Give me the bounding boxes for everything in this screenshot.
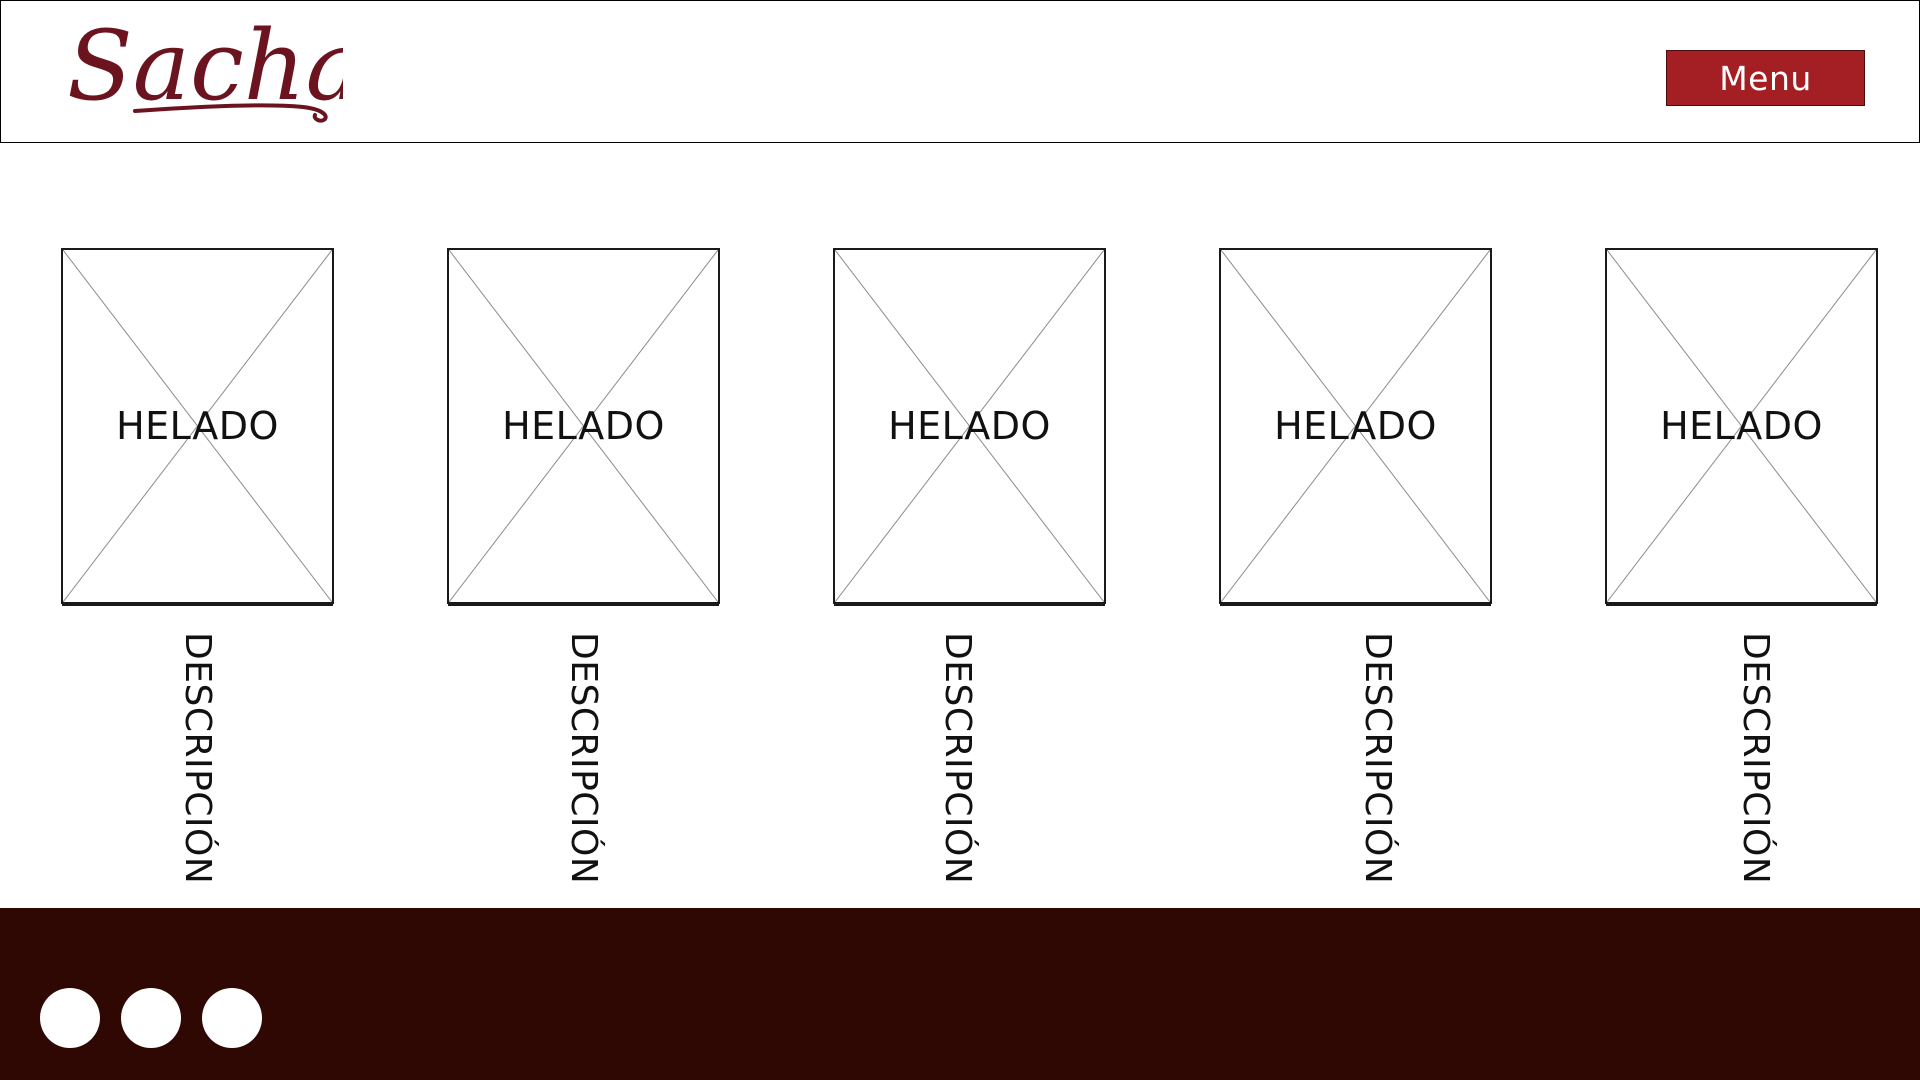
logo-text: Sacha [67,11,343,122]
product-card[interactable]: HELADO DESCRIPCIÓN [447,248,720,888]
image-placeholder-icon [1221,250,1490,602]
product-card[interactable]: HELADO DESCRIPCIÓN [61,248,334,888]
social-icon-1[interactable] [40,988,100,1048]
sacha-logo-wordmark: Sacha [67,11,343,123]
product-card[interactable]: HELADO DESCRIPCIÓN [833,248,1106,888]
product-image-placeholder: HELADO [1605,248,1878,604]
product-card[interactable]: HELADO DESCRIPCIÓN [1219,248,1492,888]
product-image-placeholder: HELADO [833,248,1106,604]
product-image-placeholder: HELADO [447,248,720,604]
product-description: DESCRIPCIÓN [937,632,978,885]
menu-button[interactable]: Menu [1666,50,1865,106]
image-placeholder-icon [63,250,332,602]
image-placeholder-icon [449,250,718,602]
sacha-logo[interactable]: Sacha [63,11,343,126]
product-image-label: HELADO [502,404,665,448]
product-image-placeholder: HELADO [61,248,334,604]
product-image-label: HELADO [116,404,279,448]
logo-swash [133,103,328,123]
product-description: DESCRIPCIÓN [1357,632,1398,885]
product-description: DESCRIPCIÓN [563,632,604,885]
header: Sacha Menu [0,0,1920,143]
image-placeholder-icon [835,250,1104,602]
product-card[interactable]: HELADO DESCRIPCIÓN [1605,248,1878,888]
product-image-placeholder: HELADO [1219,248,1492,604]
product-list: HELADO DESCRIPCIÓN HELADO DESCRIPCIÓN HE… [0,248,1920,888]
product-image-label: HELADO [888,404,1051,448]
social-icon-2[interactable] [121,988,181,1048]
social-icon-3[interactable] [202,988,262,1048]
product-description: DESCRIPCIÓN [177,632,218,885]
product-image-label: HELADO [1660,404,1823,448]
product-image-label: HELADO [1274,404,1437,448]
footer [0,908,1920,1080]
product-description: DESCRIPCIÓN [1735,632,1776,885]
image-placeholder-icon [1607,250,1876,602]
